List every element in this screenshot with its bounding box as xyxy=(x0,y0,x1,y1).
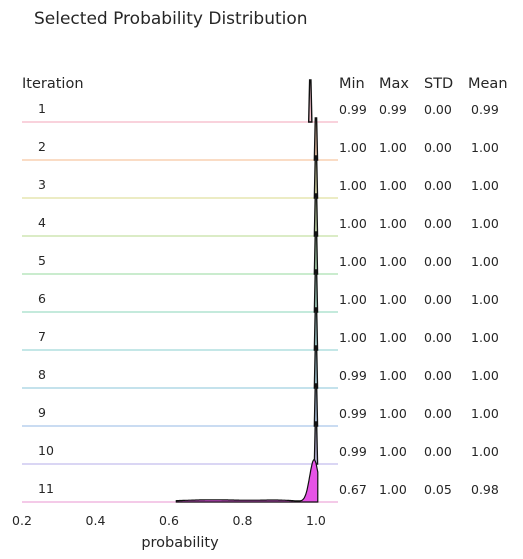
ridge-row: 6 1.00 1.00 0.00 1.00 xyxy=(22,269,499,313)
stat-min: 0.99 xyxy=(339,102,367,117)
row-label: 11 xyxy=(38,481,54,496)
header-mean: Mean xyxy=(468,76,508,92)
stat-std: 0.00 xyxy=(424,444,452,459)
stat-max: 1.00 xyxy=(379,178,407,193)
density-curve xyxy=(313,155,319,199)
ridge-row: 3 1.00 1.00 0.00 1.00 xyxy=(22,155,499,199)
stat-mean: 1.00 xyxy=(471,330,499,345)
row-label: 3 xyxy=(38,177,46,192)
ridge-row: 9 0.99 1.00 0.00 1.00 xyxy=(22,383,499,427)
stat-max: 0.99 xyxy=(379,102,407,117)
stat-mean: 1.00 xyxy=(471,368,499,383)
stat-min: 1.00 xyxy=(339,292,367,307)
row-label: 7 xyxy=(38,329,46,344)
stat-mean: 0.99 xyxy=(471,102,499,117)
stat-min: 1.00 xyxy=(339,216,367,231)
stat-std: 0.00 xyxy=(424,216,452,231)
stat-std: 0.00 xyxy=(424,368,452,383)
stat-std: 0.00 xyxy=(424,330,452,345)
density-curve xyxy=(313,269,319,313)
stat-min: 0.99 xyxy=(339,444,367,459)
density-curve xyxy=(313,117,319,161)
stat-min: 1.00 xyxy=(339,140,367,155)
stat-max: 1.00 xyxy=(379,444,407,459)
chart-title: Selected Probability Distribution xyxy=(34,9,308,29)
stat-min: 0.99 xyxy=(339,368,367,383)
row-label: 8 xyxy=(38,367,46,382)
row-label: 4 xyxy=(38,215,46,230)
density-curve xyxy=(307,79,313,123)
ridge-row: 11 0.67 1.00 0.05 0.98 xyxy=(22,459,499,503)
stat-min: 1.00 xyxy=(339,254,367,269)
stat-max: 1.00 xyxy=(379,368,407,383)
density-curve xyxy=(313,307,319,351)
stat-max: 1.00 xyxy=(379,330,407,345)
stat-min: 0.99 xyxy=(339,406,367,421)
ridge-row: 10 0.99 1.00 0.00 1.00 xyxy=(22,421,499,465)
x-tick-label: 0.2 xyxy=(12,513,32,528)
ridge-row: 5 1.00 1.00 0.00 1.00 xyxy=(22,231,499,275)
row-label: 6 xyxy=(38,291,46,306)
density-curve xyxy=(313,231,319,275)
header-min: Min xyxy=(339,76,365,92)
x-axis-label: probability xyxy=(141,535,219,551)
stat-std: 0.00 xyxy=(424,254,452,269)
stat-max: 1.00 xyxy=(379,482,407,497)
density-curve xyxy=(313,345,319,389)
stat-mean: 0.98 xyxy=(471,482,499,497)
x-axis: 0.2 0.4 0.6 0.8 1.0 xyxy=(12,513,326,528)
ridge-row: 7 1.00 1.00 0.00 1.00 xyxy=(22,307,499,351)
stat-std: 0.00 xyxy=(424,292,452,307)
stat-mean: 1.00 xyxy=(471,254,499,269)
stat-std: 0.00 xyxy=(424,406,452,421)
stat-mean: 1.00 xyxy=(471,292,499,307)
header-std: STD xyxy=(424,76,453,92)
stat-std: 0.00 xyxy=(424,178,452,193)
stat-std: 0.00 xyxy=(424,102,452,117)
row-label: 2 xyxy=(38,139,46,154)
x-tick-label: 0.4 xyxy=(86,513,106,528)
stat-max: 1.00 xyxy=(379,292,407,307)
stat-max: 1.00 xyxy=(379,140,407,155)
row-label: 5 xyxy=(38,253,46,268)
stat-mean: 1.00 xyxy=(471,140,499,155)
density-curve xyxy=(313,383,319,427)
stat-min: 0.67 xyxy=(339,482,367,497)
row-label: 1 xyxy=(38,101,46,116)
stat-std: 0.00 xyxy=(424,140,452,155)
ridge-row: 4 1.00 1.00 0.00 1.00 xyxy=(22,193,499,237)
stat-std: 0.05 xyxy=(424,482,452,497)
stat-min: 1.00 xyxy=(339,330,367,345)
stat-max: 1.00 xyxy=(379,406,407,421)
stat-max: 1.00 xyxy=(379,254,407,269)
x-tick-label: 0.8 xyxy=(233,513,253,528)
density-curve xyxy=(313,193,319,237)
stat-min: 1.00 xyxy=(339,178,367,193)
x-tick-label: 1.0 xyxy=(306,513,326,528)
stat-mean: 1.00 xyxy=(471,216,499,231)
row-label: 9 xyxy=(38,405,46,420)
x-tick-label: 0.6 xyxy=(159,513,179,528)
ridge-row: 8 0.99 1.00 0.00 1.00 xyxy=(22,345,499,389)
stat-mean: 1.00 xyxy=(471,444,499,459)
density-curve xyxy=(175,459,319,503)
ridge-row: 2 1.00 1.00 0.00 1.00 xyxy=(22,117,499,161)
ridge-row: 1 0.99 0.99 0.00 0.99 xyxy=(22,79,499,123)
stat-mean: 1.00 xyxy=(471,406,499,421)
density-curve xyxy=(313,421,319,465)
stat-mean: 1.00 xyxy=(471,178,499,193)
header-max: Max xyxy=(379,76,409,92)
row-label: 10 xyxy=(38,443,54,458)
stat-max: 1.00 xyxy=(379,216,407,231)
rows-layer: 1 0.99 0.99 0.00 0.992 1.00 1.00 0.00 1.003 1.00 1… xyxy=(22,79,499,503)
row-header: Iteration xyxy=(22,76,84,92)
